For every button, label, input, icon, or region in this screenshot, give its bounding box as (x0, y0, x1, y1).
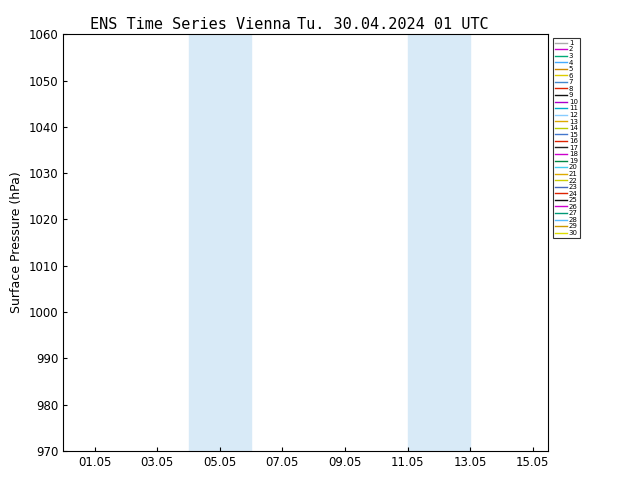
Text: ENS Time Series Vienna: ENS Time Series Vienna (90, 17, 290, 32)
Bar (188, 34, 251, 451)
Y-axis label: Surface Pressure (hPa): Surface Pressure (hPa) (10, 172, 23, 314)
Legend: 1, 2, 3, 4, 5, 6, 7, 8, 9, 10, 11, 12, 13, 14, 15, 16, 17, 18, 19, 20, 21, 22, 2: 1, 2, 3, 4, 5, 6, 7, 8, 9, 10, 11, 12, 1… (553, 38, 580, 238)
Text: Tu. 30.04.2024 01 UTC: Tu. 30.04.2024 01 UTC (297, 17, 489, 32)
Bar (408, 34, 470, 451)
